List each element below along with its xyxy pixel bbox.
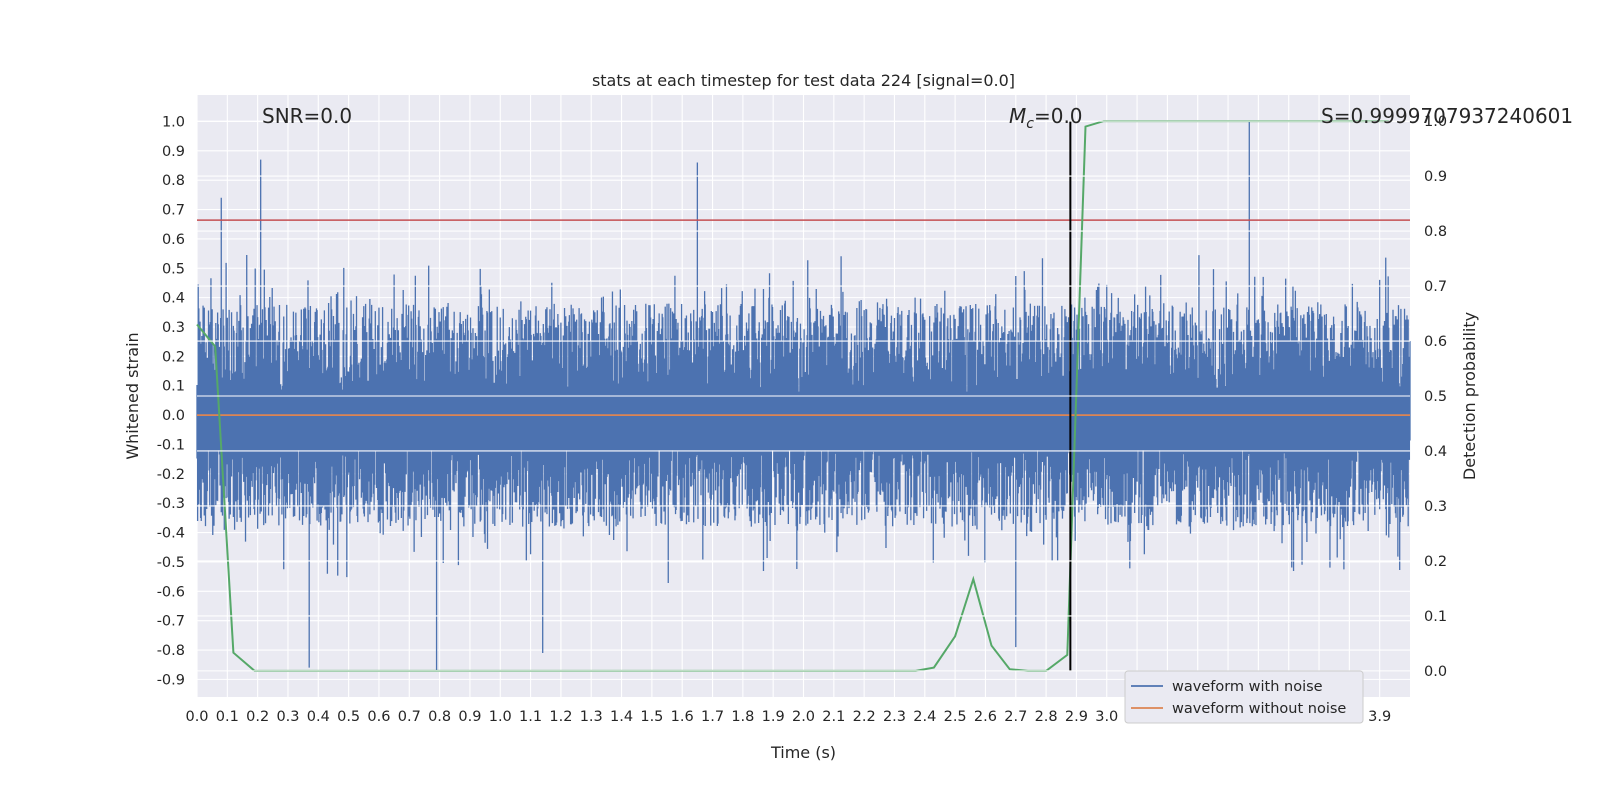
x-tick-label: 3.0 <box>1095 709 1118 725</box>
x-tick-label: 1.5 <box>640 709 663 725</box>
y-tick-label: -0.4 <box>157 526 185 542</box>
right-tick-label: 0.1 <box>1424 609 1447 625</box>
x-tick-label: 1.4 <box>610 709 633 725</box>
legend: waveform with noise waveform without noi… <box>1124 670 1364 724</box>
x-tick-label: 0.1 <box>216 709 239 725</box>
series-waveform-with-noise <box>196 121 1411 671</box>
y-tick-label: -0.3 <box>157 496 185 512</box>
x-tick-label: 1.0 <box>489 709 512 725</box>
y-tick-label: 0.8 <box>162 173 185 189</box>
right-tick-label: 0.6 <box>1424 334 1447 350</box>
x-tick-label: 0.8 <box>428 709 451 725</box>
x-tick-label: 2.4 <box>913 709 936 725</box>
x-tick-label: 0.0 <box>185 709 208 725</box>
score-annotation: S=0.9999707937240601 <box>1321 104 1573 128</box>
right-tick-label: 0.4 <box>1424 444 1447 460</box>
x-tick-label: 2.2 <box>853 709 876 725</box>
x-tick-label: 2.1 <box>822 709 845 725</box>
x-tick-label: 0.5 <box>337 709 360 725</box>
x-tick-label: 1.9 <box>762 709 785 725</box>
y-tick-label: -0.2 <box>157 467 185 483</box>
series-detection-probability <box>196 120 1389 672</box>
mc-subscript: c <box>1026 116 1034 132</box>
y-tick-label: -0.8 <box>157 643 185 659</box>
x-tick-label: 2.8 <box>1035 709 1058 725</box>
x-tick-label: 0.6 <box>367 709 390 725</box>
mc-symbol: M <box>1009 104 1026 128</box>
x-tick-label: 1.6 <box>671 709 694 725</box>
right-tick-label: 0.0 <box>1424 664 1447 680</box>
legend-label-without-noise: waveform without noise <box>1172 701 1346 717</box>
y-tick-label: -0.5 <box>157 555 185 571</box>
y-axis-label: Whitened strain <box>123 332 142 459</box>
x-tick-label: 0.9 <box>458 709 481 725</box>
y-axis-ticks: 1.0 0.9 0.8 0.7 0.6 0.5 0.4 0.3 0.2 0.1 0.0 -0.1 -0.… <box>157 114 185 688</box>
x-tick-label: 1.2 <box>549 709 572 725</box>
right-tick-label: 0.3 <box>1424 499 1447 515</box>
x-tick-label: 2.9 <box>1065 709 1088 725</box>
x-tick-label: 0.7 <box>398 709 421 725</box>
right-axis-ticks: 1.0 0.9 0.8 0.7 0.6 0.5 0.4 0.3 0.2 0.1 0.0 <box>1424 114 1447 680</box>
right-tick-label: 0.5 <box>1424 389 1447 405</box>
y-tick-label: -0.6 <box>157 584 185 600</box>
x-tick-label: 1.7 <box>701 709 724 725</box>
x-tick-label: 1.8 <box>731 709 754 725</box>
y-tick-label: 1.0 <box>162 114 185 130</box>
right-axis-label: Detection probability <box>1460 312 1479 480</box>
right-tick-label: 1.0 <box>1424 114 1447 130</box>
right-tick-label: 0.2 <box>1424 554 1447 570</box>
right-tick-label: 0.8 <box>1424 224 1447 240</box>
y-tick-label: 0.1 <box>162 379 185 395</box>
noise-core <box>197 391 1410 451</box>
y-gridlines <box>197 120 1410 680</box>
y-tick-label: 0.5 <box>162 261 185 277</box>
mc-annotation: Mc=0.0 <box>1009 104 1083 132</box>
y-tick-label: 0.0 <box>162 408 185 424</box>
right-tick-label: 0.7 <box>1424 279 1447 295</box>
y-tick-label: 0.2 <box>162 349 185 365</box>
x-tick-label: 0.4 <box>307 709 330 725</box>
right-tick-label: 0.9 <box>1424 169 1447 185</box>
x-tick-label: 1.1 <box>519 709 542 725</box>
x-tick-label: 2.3 <box>883 709 906 725</box>
y-tick-label: -0.1 <box>157 437 185 453</box>
x-tick-label: 1.3 <box>580 709 603 725</box>
y-tick-label: -0.9 <box>157 672 185 688</box>
legend-box <box>1124 670 1364 724</box>
x-tick-label: 2.5 <box>944 709 967 725</box>
mc-value: =0.0 <box>1034 104 1083 128</box>
x-tick-label: 2.7 <box>1004 709 1027 725</box>
x-tick-label: 3.9 <box>1368 709 1391 725</box>
y-tick-label: 0.3 <box>162 320 185 336</box>
x-tick-label: 2.6 <box>974 709 997 725</box>
x-tick-label: 0.3 <box>276 709 299 725</box>
x-tick-label: 2.0 <box>792 709 815 725</box>
chart-title: stats at each timestep for test data 224… <box>592 71 1015 90</box>
snr-annotation: SNR=0.0 <box>262 104 352 128</box>
x-axis-label: Time (s) <box>770 743 836 762</box>
y-tick-label: -0.7 <box>157 614 185 630</box>
y-tick-label: 0.9 <box>162 144 185 160</box>
y-tick-label: 0.4 <box>162 291 185 307</box>
x-tick-label: 0.2 <box>246 709 269 725</box>
y-tick-label: 0.7 <box>162 203 185 219</box>
legend-label-with-noise: waveform with noise <box>1172 679 1323 695</box>
y-tick-label: 0.6 <box>162 232 185 248</box>
